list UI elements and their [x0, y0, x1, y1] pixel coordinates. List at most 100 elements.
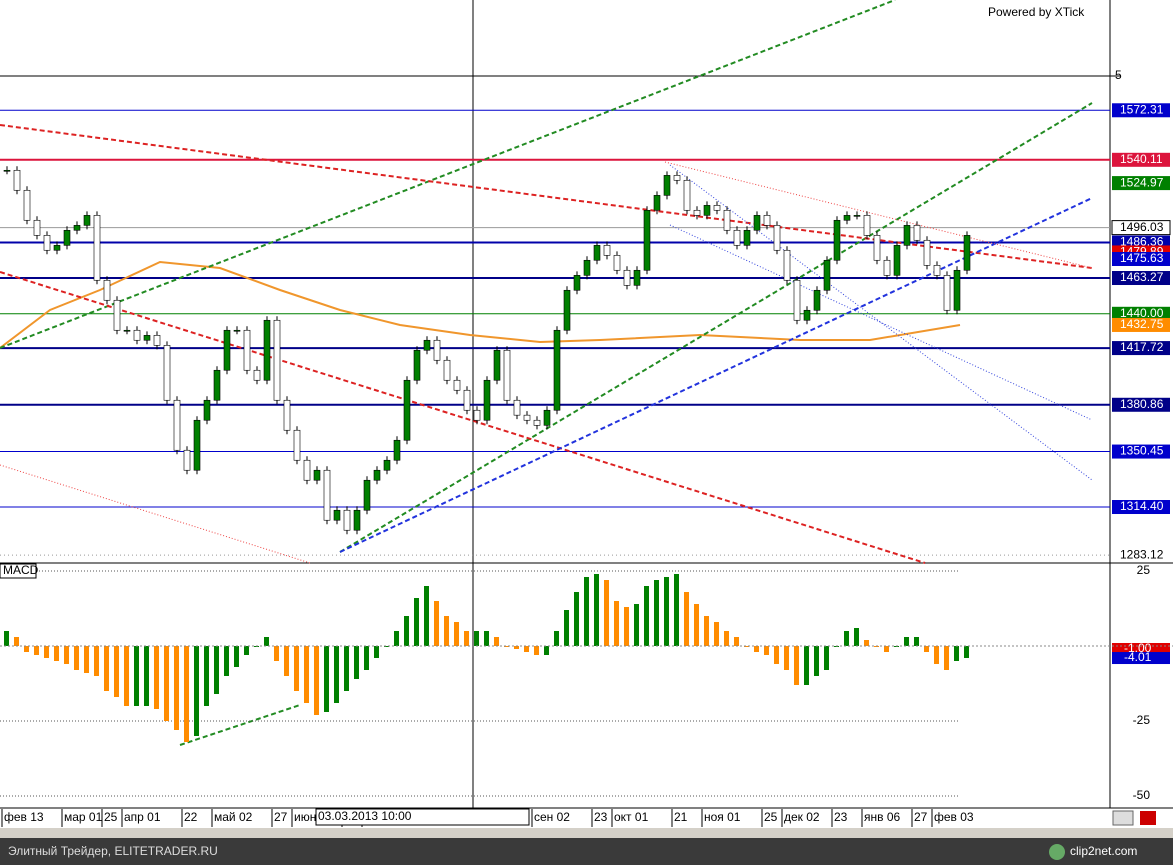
level-label: -1.00 [1124, 641, 1152, 655]
level-label-box [1112, 444, 1170, 459]
candle [513, 399, 521, 416]
macd-bar [214, 646, 219, 694]
candle [273, 319, 281, 401]
close-button[interactable] [1140, 811, 1156, 825]
candle [13, 169, 21, 191]
candle [863, 215, 871, 236]
x-tick-label: мар 01 [64, 810, 103, 824]
x-tick-label: сен 02 [534, 810, 570, 824]
macd-bar [614, 601, 619, 646]
macd-bar [804, 646, 809, 685]
level-label: 1524.97 [1120, 175, 1164, 189]
candle [593, 245, 601, 261]
candle [503, 349, 511, 401]
level-label: 1417.72 [1120, 340, 1164, 354]
macd-bar [534, 646, 539, 655]
candle [3, 169, 11, 172]
macd-bar [34, 646, 39, 655]
trendline [179, 704, 301, 746]
macd-bar [764, 646, 769, 655]
macd-bar [74, 646, 79, 670]
x-tick-label: май 02 [214, 810, 253, 824]
macd-bar [704, 616, 709, 646]
macd-bar [754, 646, 759, 652]
candle [93, 215, 101, 281]
level-label-box [1112, 251, 1170, 266]
level-label: 1463.27 [1120, 270, 1164, 284]
candle [793, 279, 801, 321]
candle [443, 359, 451, 381]
macd-bar [844, 631, 849, 646]
macd-bar [404, 616, 409, 646]
candle [423, 339, 431, 351]
macd-bar [204, 646, 209, 706]
x-tick-label: окт 01 [614, 810, 649, 824]
macd-bar [334, 646, 339, 703]
footer-right: clip2net.com [1070, 844, 1137, 858]
candle [543, 409, 551, 426]
level-label: 1540.11 [1120, 152, 1163, 166]
candle [533, 419, 541, 426]
level-label-box [1112, 103, 1170, 118]
macd-bar [854, 628, 859, 646]
macd-bar [544, 646, 549, 655]
macd-bar [654, 580, 659, 646]
macd-bar [724, 631, 729, 646]
macd-bar [164, 646, 169, 721]
candle [563, 289, 571, 331]
y-tick-label: -50 [1133, 788, 1151, 802]
macd-bar [574, 592, 579, 646]
macd-bar [794, 646, 799, 685]
macd-bar [924, 646, 929, 652]
level-label-box [1112, 152, 1170, 167]
macd-bar [274, 646, 279, 661]
level-label: 1283.12 [1120, 547, 1164, 561]
candle [603, 245, 611, 256]
level-label-box [1111, 220, 1171, 236]
x-tick-label: 27 [274, 810, 288, 824]
candle [833, 219, 841, 261]
level-label-box [1112, 548, 1170, 563]
trendline [669, 224, 1093, 421]
candle [133, 329, 141, 341]
candle [53, 245, 61, 251]
candle [213, 369, 221, 401]
candle [803, 309, 811, 321]
candle [523, 414, 531, 421]
candle [23, 189, 31, 221]
candle [293, 429, 301, 461]
macd-bar [174, 646, 179, 730]
candle [693, 209, 701, 216]
candle [763, 215, 771, 226]
candle [483, 379, 491, 421]
x-tick-label: фев 13 [4, 810, 44, 824]
candle [223, 329, 231, 371]
candle [683, 179, 691, 211]
x-tick-label: ноя 01 [704, 810, 741, 824]
candle [173, 399, 181, 451]
candle [753, 215, 761, 231]
candle [823, 259, 831, 291]
macd-bar [604, 580, 609, 646]
x-tick-label: 23 [834, 810, 848, 824]
toolbar-button[interactable] [1112, 810, 1134, 826]
level-label: -4.01 [1124, 650, 1152, 664]
candle [163, 345, 171, 401]
candle [263, 319, 271, 381]
level-label: 1486.36 [1120, 235, 1164, 249]
x-tick-label: 21 [674, 810, 688, 824]
crosshair-label: 03.03.2013 10:00 [318, 809, 412, 823]
candle [123, 329, 131, 332]
candles [3, 166, 971, 535]
macd-title-box [0, 563, 37, 579]
candle [873, 235, 881, 261]
macd-bar [934, 646, 939, 664]
macd-bar [864, 640, 869, 646]
macd-bar [424, 586, 429, 646]
candle [243, 329, 251, 371]
trendline [669, 164, 1093, 481]
candle [73, 225, 81, 231]
candle [943, 275, 951, 311]
macd-bar [664, 577, 669, 646]
macd-bar [714, 622, 719, 646]
